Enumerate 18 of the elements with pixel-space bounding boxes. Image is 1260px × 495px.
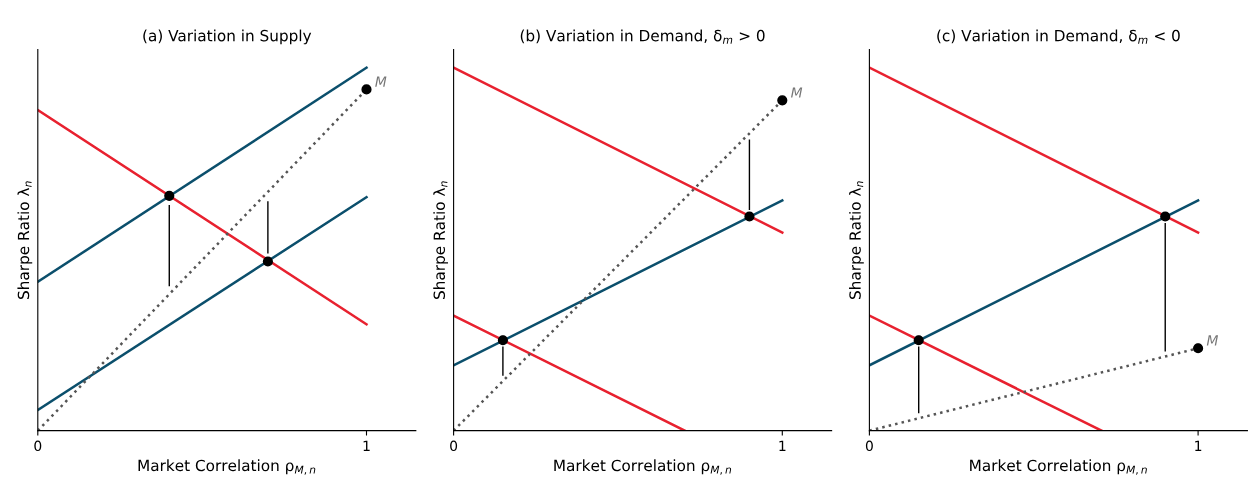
x-axis-title: Market Correlation ρ$_{M,n}$ [554,459,732,475]
x-tick-label: 1 [779,440,786,451]
series-label: M [791,87,803,98]
chart-title: (a) Variation in Supply [143,29,312,45]
x-axis-title: Market Correlation ρ$_{M,n}$ [970,459,1147,475]
x-tick-label: 1 [363,440,370,451]
x-tick-label: 0 [34,440,42,452]
x-tick-label: 0 [865,440,873,452]
x-tick-label: 1 [1195,440,1202,451]
series-label: M [375,76,387,87]
y-axis-title: Sharpe Ratio λ$_{n}$ [849,181,864,299]
y-axis-title: Sharpe Ratio λ$_{n}$ [433,181,449,299]
x-axis-title: Market Correlation ρ$_{M,n}$ [138,459,316,475]
chart-title: (c) Variation in Demand, δ$_{m}$ < 0 [937,29,1180,44]
y-axis-title: Sharpe Ratio λ$_{n}$ [17,181,33,299]
series-label: M [1206,335,1219,346]
x-tick-label: 0 [450,440,458,452]
chart-title: (b) Variation in Demand, δ$_{m}$ > 0 [520,29,765,44]
